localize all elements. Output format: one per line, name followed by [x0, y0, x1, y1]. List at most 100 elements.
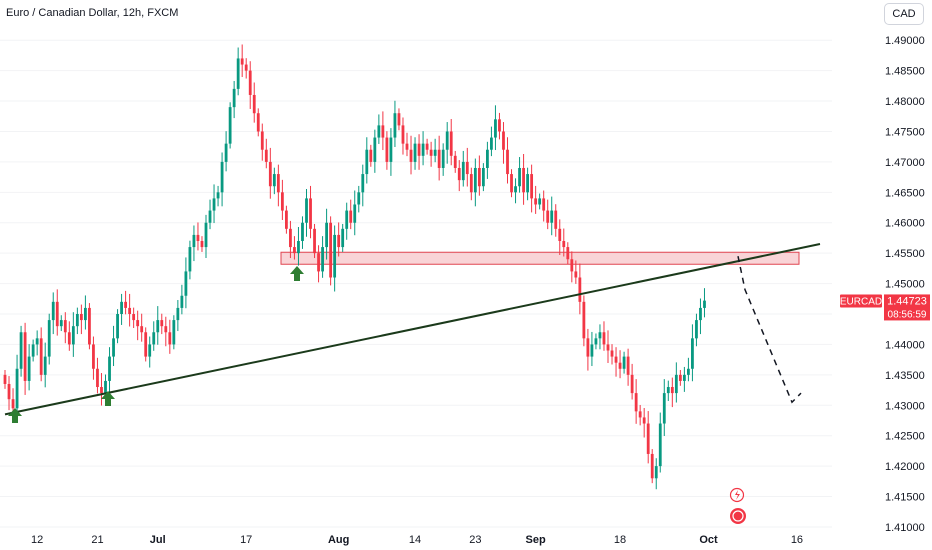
- candle-body: [232, 88, 236, 108]
- candle-body: [285, 210, 288, 229]
- candle-body: [305, 198, 308, 223]
- y-tick-label: 1.47000: [885, 157, 925, 169]
- candle-body: [108, 356, 111, 381]
- candle-body: [224, 143, 228, 162]
- y-tick-label: 1.49000: [885, 35, 925, 47]
- candle-body: [144, 332, 148, 357]
- x-tick-label: 21: [91, 534, 103, 546]
- candle-body: [486, 149, 489, 168]
- candle-body: [63, 320, 67, 333]
- candle-body: [43, 356, 47, 375]
- candle-body: [441, 149, 445, 168]
- candle-body: [264, 149, 268, 162]
- candle-body: [39, 338, 43, 375]
- candle-body: [498, 119, 501, 132]
- candle-body: [389, 137, 393, 162]
- candle-body: [84, 307, 87, 321]
- candle-body: [385, 137, 389, 162]
- x-tick-label: 12: [31, 534, 43, 546]
- y-tick-label: 1.45000: [885, 279, 925, 291]
- candle-body: [112, 338, 115, 357]
- candle-body: [228, 107, 232, 144]
- candle-body: [317, 253, 320, 272]
- candle-body: [562, 240, 566, 248]
- candle-body: [554, 210, 558, 229]
- candle-body: [401, 125, 405, 144]
- candle-body: [172, 320, 176, 345]
- y-tick-label: 1.41500: [885, 492, 925, 504]
- candle-body: [349, 210, 353, 223]
- candle-body: [477, 167, 481, 187]
- candle-body: [457, 167, 461, 181]
- candle-body: [630, 374, 634, 394]
- candle-body: [313, 228, 316, 254]
- candle-body: [594, 338, 598, 345]
- markers: [8, 266, 746, 524]
- x-tick-label: 16: [791, 534, 803, 546]
- candle-body: [132, 314, 136, 321]
- x-tick-label: 18: [614, 534, 626, 546]
- candle-body: [75, 314, 79, 327]
- candle-body: [47, 320, 51, 357]
- candle-body: [506, 149, 509, 175]
- candle-body: [7, 383, 11, 400]
- candle-body: [268, 161, 272, 187]
- candle-body: [586, 338, 590, 357]
- candle-body: [397, 113, 401, 126]
- candle-body: [252, 94, 256, 114]
- candle-body: [244, 64, 248, 71]
- candle-body: [626, 356, 630, 375]
- candle-body: [510, 174, 513, 193]
- y-tick-label: 1.41000: [885, 522, 925, 534]
- candle-body: [55, 301, 59, 327]
- up-arrow-icon: [101, 391, 115, 406]
- candle-body: [156, 320, 160, 333]
- y-tick-label: 1.42500: [885, 431, 925, 443]
- drawings: [4, 243, 821, 416]
- projection-dashed-path: [737, 256, 802, 404]
- candle-body: [687, 368, 690, 375]
- candle-body: [445, 131, 449, 150]
- candle-body: [453, 155, 457, 168]
- candle-body: [79, 314, 83, 321]
- countdown-label: 08:56:59: [888, 309, 927, 320]
- candle-body: [530, 174, 534, 199]
- candle-body: [128, 307, 132, 315]
- x-tick-label: 14: [409, 534, 421, 546]
- y-tick-label: 1.43000: [885, 400, 925, 412]
- x-tick-label: Jul: [150, 534, 166, 546]
- candle-body: [88, 307, 91, 345]
- candle-body: [638, 411, 642, 418]
- candle-body: [666, 387, 670, 394]
- candle-body: [104, 380, 107, 394]
- currency-button[interactable]: CAD: [884, 3, 924, 25]
- candle-body: [433, 149, 437, 156]
- candle-body: [417, 143, 421, 156]
- candle-body: [140, 326, 144, 333]
- candle-body: [164, 326, 168, 333]
- candle-body: [542, 198, 546, 211]
- candle-body: [606, 344, 610, 351]
- candle-body: [550, 210, 554, 223]
- candle-body: [590, 344, 594, 357]
- candle-body: [337, 234, 341, 248]
- candle-body: [546, 210, 550, 223]
- candle-body: [369, 149, 373, 162]
- candle-body: [27, 356, 31, 381]
- candle-body: [381, 125, 385, 138]
- candle-body: [309, 198, 312, 229]
- x-tick-label: 17: [240, 534, 252, 546]
- up-arrow-icon: [290, 266, 304, 281]
- price-badge: EURCAD 1.44723 08:56:59: [840, 294, 930, 321]
- candle-body: [92, 344, 95, 369]
- candle-body: [502, 131, 505, 150]
- candle-body: [682, 374, 686, 381]
- candle-body: [465, 161, 469, 175]
- candle-body: [614, 356, 618, 363]
- y-axis: 1.49000 1.48500 1.48000 1.47500 1.47000 1.465…: [885, 35, 925, 534]
- candle-body: [691, 338, 694, 369]
- candle-body: [289, 228, 292, 248]
- candle-body: [658, 423, 662, 467]
- candle-body: [642, 417, 646, 424]
